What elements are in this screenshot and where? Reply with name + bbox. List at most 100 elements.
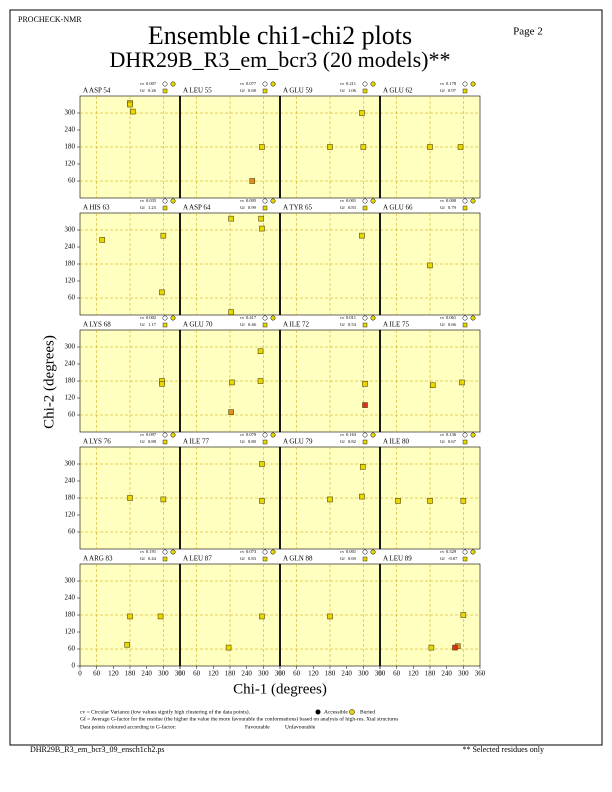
gf-prefix: Gf [440,556,445,561]
access-icon [470,432,476,438]
gf-value: 0.80 [248,439,257,444]
gf-value: 1.17 [148,322,157,327]
y-tick-label: 300 [65,577,76,585]
gf-value: -0.07 [448,556,458,561]
y-tick-label: 180 [65,377,76,385]
cv-value: 0.002 [146,315,156,320]
panel-title: A ASP 64 [183,204,211,212]
gf-value: 0.83 [248,556,257,561]
data-point [127,101,133,108]
x-tick-label: 0 [378,670,382,678]
data-point [159,289,165,296]
panel-title: A TYR 65 [283,204,313,212]
data-point [362,381,368,387]
data-point [124,641,131,648]
gf-icon [362,322,368,328]
access-icon [362,549,368,555]
access-icon [362,432,368,438]
access-icon [470,198,476,204]
gf-icon [462,205,468,211]
cv-prefix: cv [440,315,445,320]
access-icon [470,549,476,555]
access-icon [262,315,268,321]
y-tick-label: 300 [65,109,76,117]
gf-icon [162,556,168,562]
cv-prefix: cv [340,81,345,86]
data-point [359,232,365,239]
cv-prefix: cv [340,315,345,320]
x-tick-label: 120 [208,670,219,678]
x-tick-label: 240 [341,670,352,678]
data-point [228,215,234,222]
panel-title: A ASP 54 [83,87,111,95]
y-tick-label: 120 [65,511,76,519]
cv-value: 0.191 [146,549,156,554]
gf-icon [162,439,168,445]
data-point [359,110,365,116]
y-tick-label: 300 [65,226,76,234]
gf-value: 0.82 [348,439,356,444]
access-icon [170,315,176,321]
cv-value: 0.079 [246,432,257,437]
y-tick-label: 240 [65,243,76,251]
gf-prefix: Gf [440,322,445,327]
x-tick-label: 300 [358,670,369,678]
access-icon [262,81,268,87]
title: Ensemble chi1-chi2 plots [148,21,412,50]
gf-prefix: Gf [240,439,245,444]
gf-icon [262,205,268,211]
gf-value: 0.99 [248,205,257,210]
cv-prefix: cv [240,198,245,203]
cv-value: 0.061 [446,315,456,320]
y-tick-label: 120 [65,394,76,402]
y-tick-label: 60 [68,528,76,536]
cv-value: 0.095 [246,198,257,203]
access-icon [170,81,176,87]
panel-title: A ILE 75 [383,321,410,329]
data-point [225,644,232,651]
x-tick-label: 60 [393,670,401,678]
y-tick-label: 120 [65,628,76,636]
gf-prefix: Gf [340,556,345,561]
x-tick-label: 360 [475,670,486,678]
y-tick-label: 300 [65,460,76,468]
subtitle: DHR29B_R3_em_bcr3 (20 models)** [110,47,451,72]
data-point [259,498,265,504]
gf-icon [162,205,168,211]
x-tick-label: 60 [293,670,301,678]
x-tick-label: 300 [258,670,269,678]
panel-title: A GLU 66 [383,204,413,212]
cv-prefix: cv [440,81,445,86]
x-tick-label: 60 [93,670,101,678]
cv-prefix: cv [340,549,345,554]
data-point [427,498,433,504]
cv-prefix: cv [140,315,145,320]
gf-icon [262,322,268,328]
panel-title: A GLU 70 [183,321,213,329]
panel-title: A HIS 63 [83,204,110,212]
y-tick-label: 120 [65,160,76,168]
access-icon [462,315,468,321]
data-point [427,144,433,150]
x-tick-label: 360 [175,670,186,678]
data-point [460,498,467,504]
cv-value: 0.211 [346,81,356,86]
cv-prefix: cv [240,432,245,437]
cv-note: cv = Circular Variance (low values signi… [80,708,251,715]
gf-icon [462,439,468,445]
data-point [160,232,167,239]
data-point [395,498,401,504]
x-tick-label: 0 [78,670,82,678]
x-tick-label: 180 [425,670,436,678]
gf-prefix: Gf [440,88,445,93]
y-tick-label: 60 [68,294,76,302]
gf-prefix: Gf [340,205,345,210]
gf-icon [362,88,368,94]
cv-prefix: cv [140,81,145,86]
gf-value: 0.69 [348,556,357,561]
x-axis-label: Chi-1 (degrees) [233,681,327,697]
cv-value: 0.000 [446,198,457,203]
cv-value: 0.178 [446,81,457,86]
y-tick-label: 240 [65,594,76,602]
cv-value: 0.077 [246,81,257,86]
